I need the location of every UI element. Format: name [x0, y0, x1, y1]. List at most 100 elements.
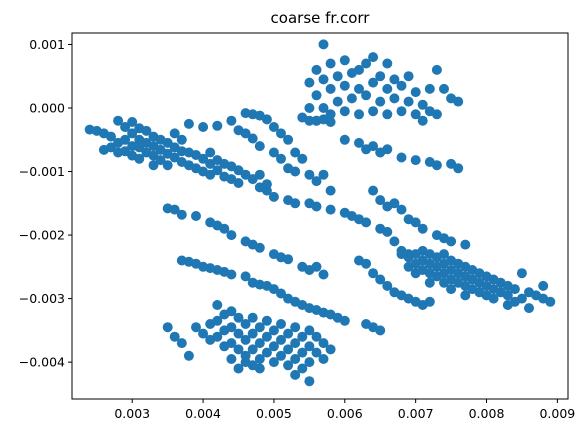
data-point [248, 134, 258, 144]
data-point [163, 160, 173, 170]
x-tick-label: 0.009 [539, 406, 575, 421]
data-point [326, 205, 336, 215]
data-point [489, 294, 499, 304]
data-point [304, 376, 314, 386]
data-point [368, 52, 378, 62]
data-point [354, 109, 364, 119]
data-point [304, 357, 314, 367]
data-point [326, 186, 336, 196]
data-point [432, 109, 442, 119]
data-point [333, 71, 343, 81]
data-point [326, 109, 336, 119]
data-point [517, 268, 527, 278]
data-point [312, 90, 322, 100]
data-point [226, 354, 236, 364]
data-point [304, 78, 314, 88]
y-tick-label: −0.004 [19, 355, 65, 370]
data-point [333, 97, 343, 107]
data-point [312, 202, 322, 212]
y-tick-label: 0.000 [29, 100, 65, 115]
data-point [163, 322, 173, 332]
data-point [290, 322, 300, 332]
x-tick-label: 0.007 [398, 406, 434, 421]
data-point [269, 192, 279, 202]
data-point [375, 325, 385, 335]
data-point [340, 135, 350, 145]
chart-title: coarse fr.corr [271, 9, 371, 27]
data-point [241, 357, 251, 367]
x-tick-label: 0.004 [185, 406, 221, 421]
data-point [361, 217, 371, 227]
data-point [404, 71, 414, 81]
data-point [319, 354, 329, 364]
data-point [347, 93, 357, 103]
data-point [276, 154, 286, 164]
data-point [389, 93, 399, 103]
data-point [319, 170, 329, 180]
data-point [283, 135, 293, 145]
data-point [177, 210, 187, 220]
data-point [255, 141, 265, 151]
data-point [226, 230, 236, 240]
data-point [460, 240, 470, 250]
data-point [262, 316, 272, 326]
data-point [439, 84, 449, 94]
data-point [375, 71, 385, 81]
data-point [368, 106, 378, 116]
data-point [340, 106, 350, 116]
data-point [170, 332, 180, 342]
y-tick-label: −0.001 [19, 164, 65, 179]
data-point [524, 303, 534, 313]
data-point [319, 74, 329, 84]
data-point [340, 316, 350, 326]
data-point [205, 148, 215, 158]
data-point [382, 227, 392, 237]
data-point [368, 186, 378, 196]
y-tick-label: −0.002 [19, 228, 65, 243]
data-point [198, 122, 208, 132]
data-point [418, 116, 428, 126]
data-point [418, 224, 428, 234]
data-point [538, 281, 548, 291]
data-point [319, 270, 329, 280]
data-point [375, 97, 385, 107]
data-point [276, 319, 286, 329]
data-point [389, 236, 399, 246]
data-point [382, 109, 392, 119]
data-point [184, 351, 194, 361]
data-point [290, 167, 300, 177]
data-point [326, 344, 336, 354]
data-point [397, 205, 407, 215]
x-tick-label: 0.008 [469, 406, 505, 421]
data-point [226, 116, 236, 126]
data-point [382, 59, 392, 69]
data-point [290, 370, 300, 380]
data-point [304, 103, 314, 113]
data-point [432, 160, 442, 170]
x-tick-label: 0.005 [256, 406, 292, 421]
data-point [510, 284, 520, 294]
data-point [340, 55, 350, 65]
data-point [262, 179, 272, 189]
data-point [297, 154, 307, 164]
data-point [255, 243, 265, 253]
data-point [248, 313, 258, 323]
data-point [312, 65, 322, 75]
data-point [312, 116, 322, 126]
x-tick-label: 0.006 [327, 406, 363, 421]
data-point [361, 90, 371, 100]
data-point [226, 270, 236, 280]
data-point [290, 198, 300, 208]
data-point [453, 97, 463, 107]
data-point [397, 153, 407, 163]
data-point [432, 65, 442, 75]
data-point [262, 114, 272, 124]
data-point [326, 84, 336, 94]
y-tick-label: −0.003 [19, 291, 65, 306]
data-point [212, 121, 222, 131]
data-point [184, 119, 194, 129]
data-point [212, 300, 222, 310]
data-point [177, 135, 187, 145]
data-point [397, 106, 407, 116]
